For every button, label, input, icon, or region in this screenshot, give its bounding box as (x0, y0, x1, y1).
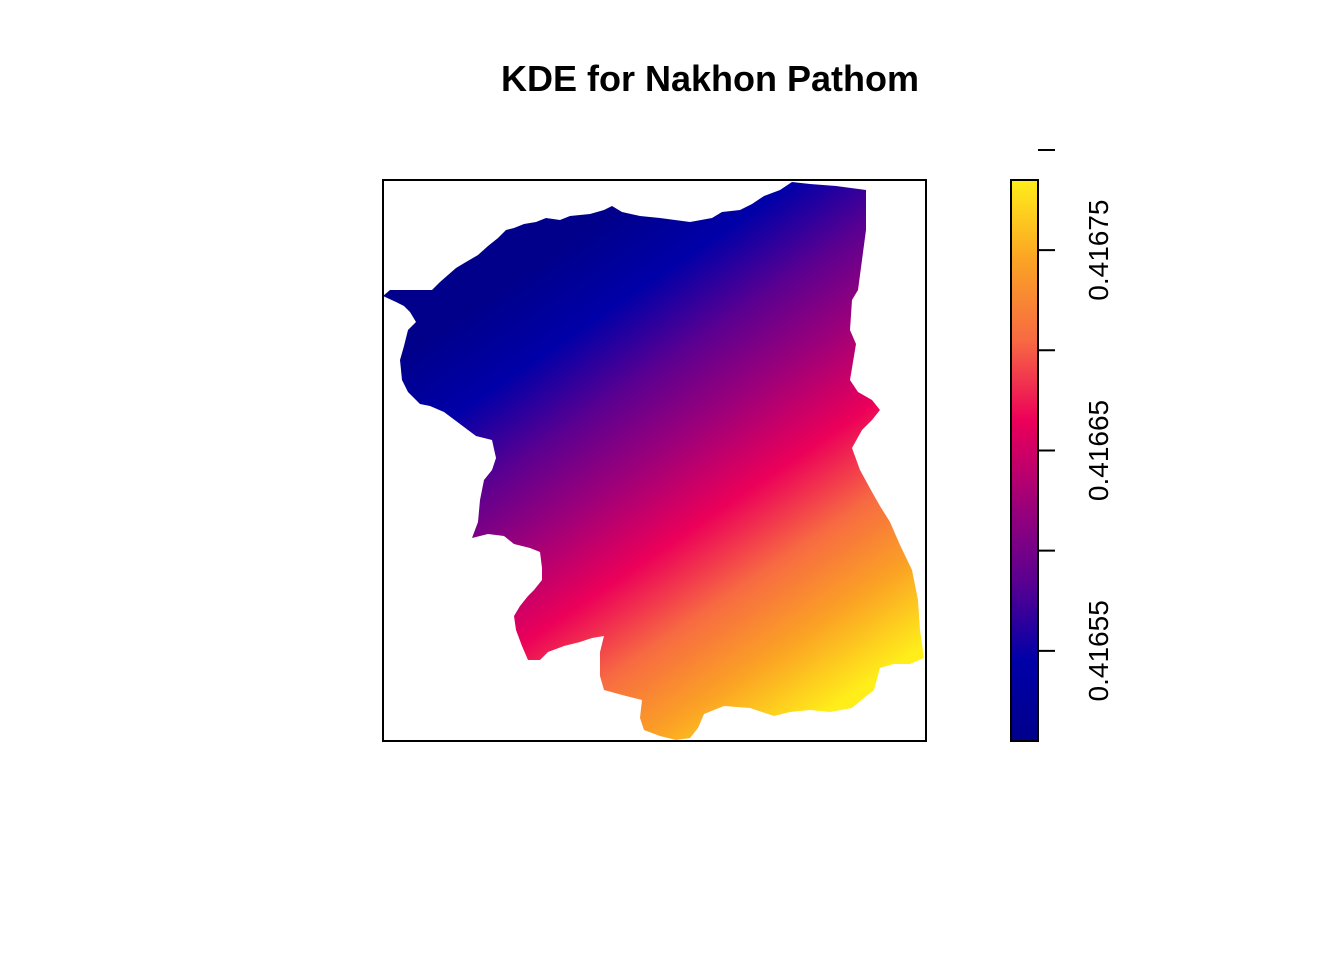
chart-title: KDE for Nakhon Pathom (500, 58, 920, 99)
plot-frame (382, 179, 927, 742)
colorbar-ticks: 0.41655 0.41665 0.41675 (1038, 148, 1114, 701)
colorbar-tick-label: 0.41655 (1083, 600, 1114, 701)
colorbar-tick-label: 0.41675 (1083, 200, 1114, 301)
colorbar (1010, 179, 1039, 742)
kde-surface (383, 182, 924, 740)
colorbar-tick-label: 0.41665 (1083, 400, 1114, 501)
